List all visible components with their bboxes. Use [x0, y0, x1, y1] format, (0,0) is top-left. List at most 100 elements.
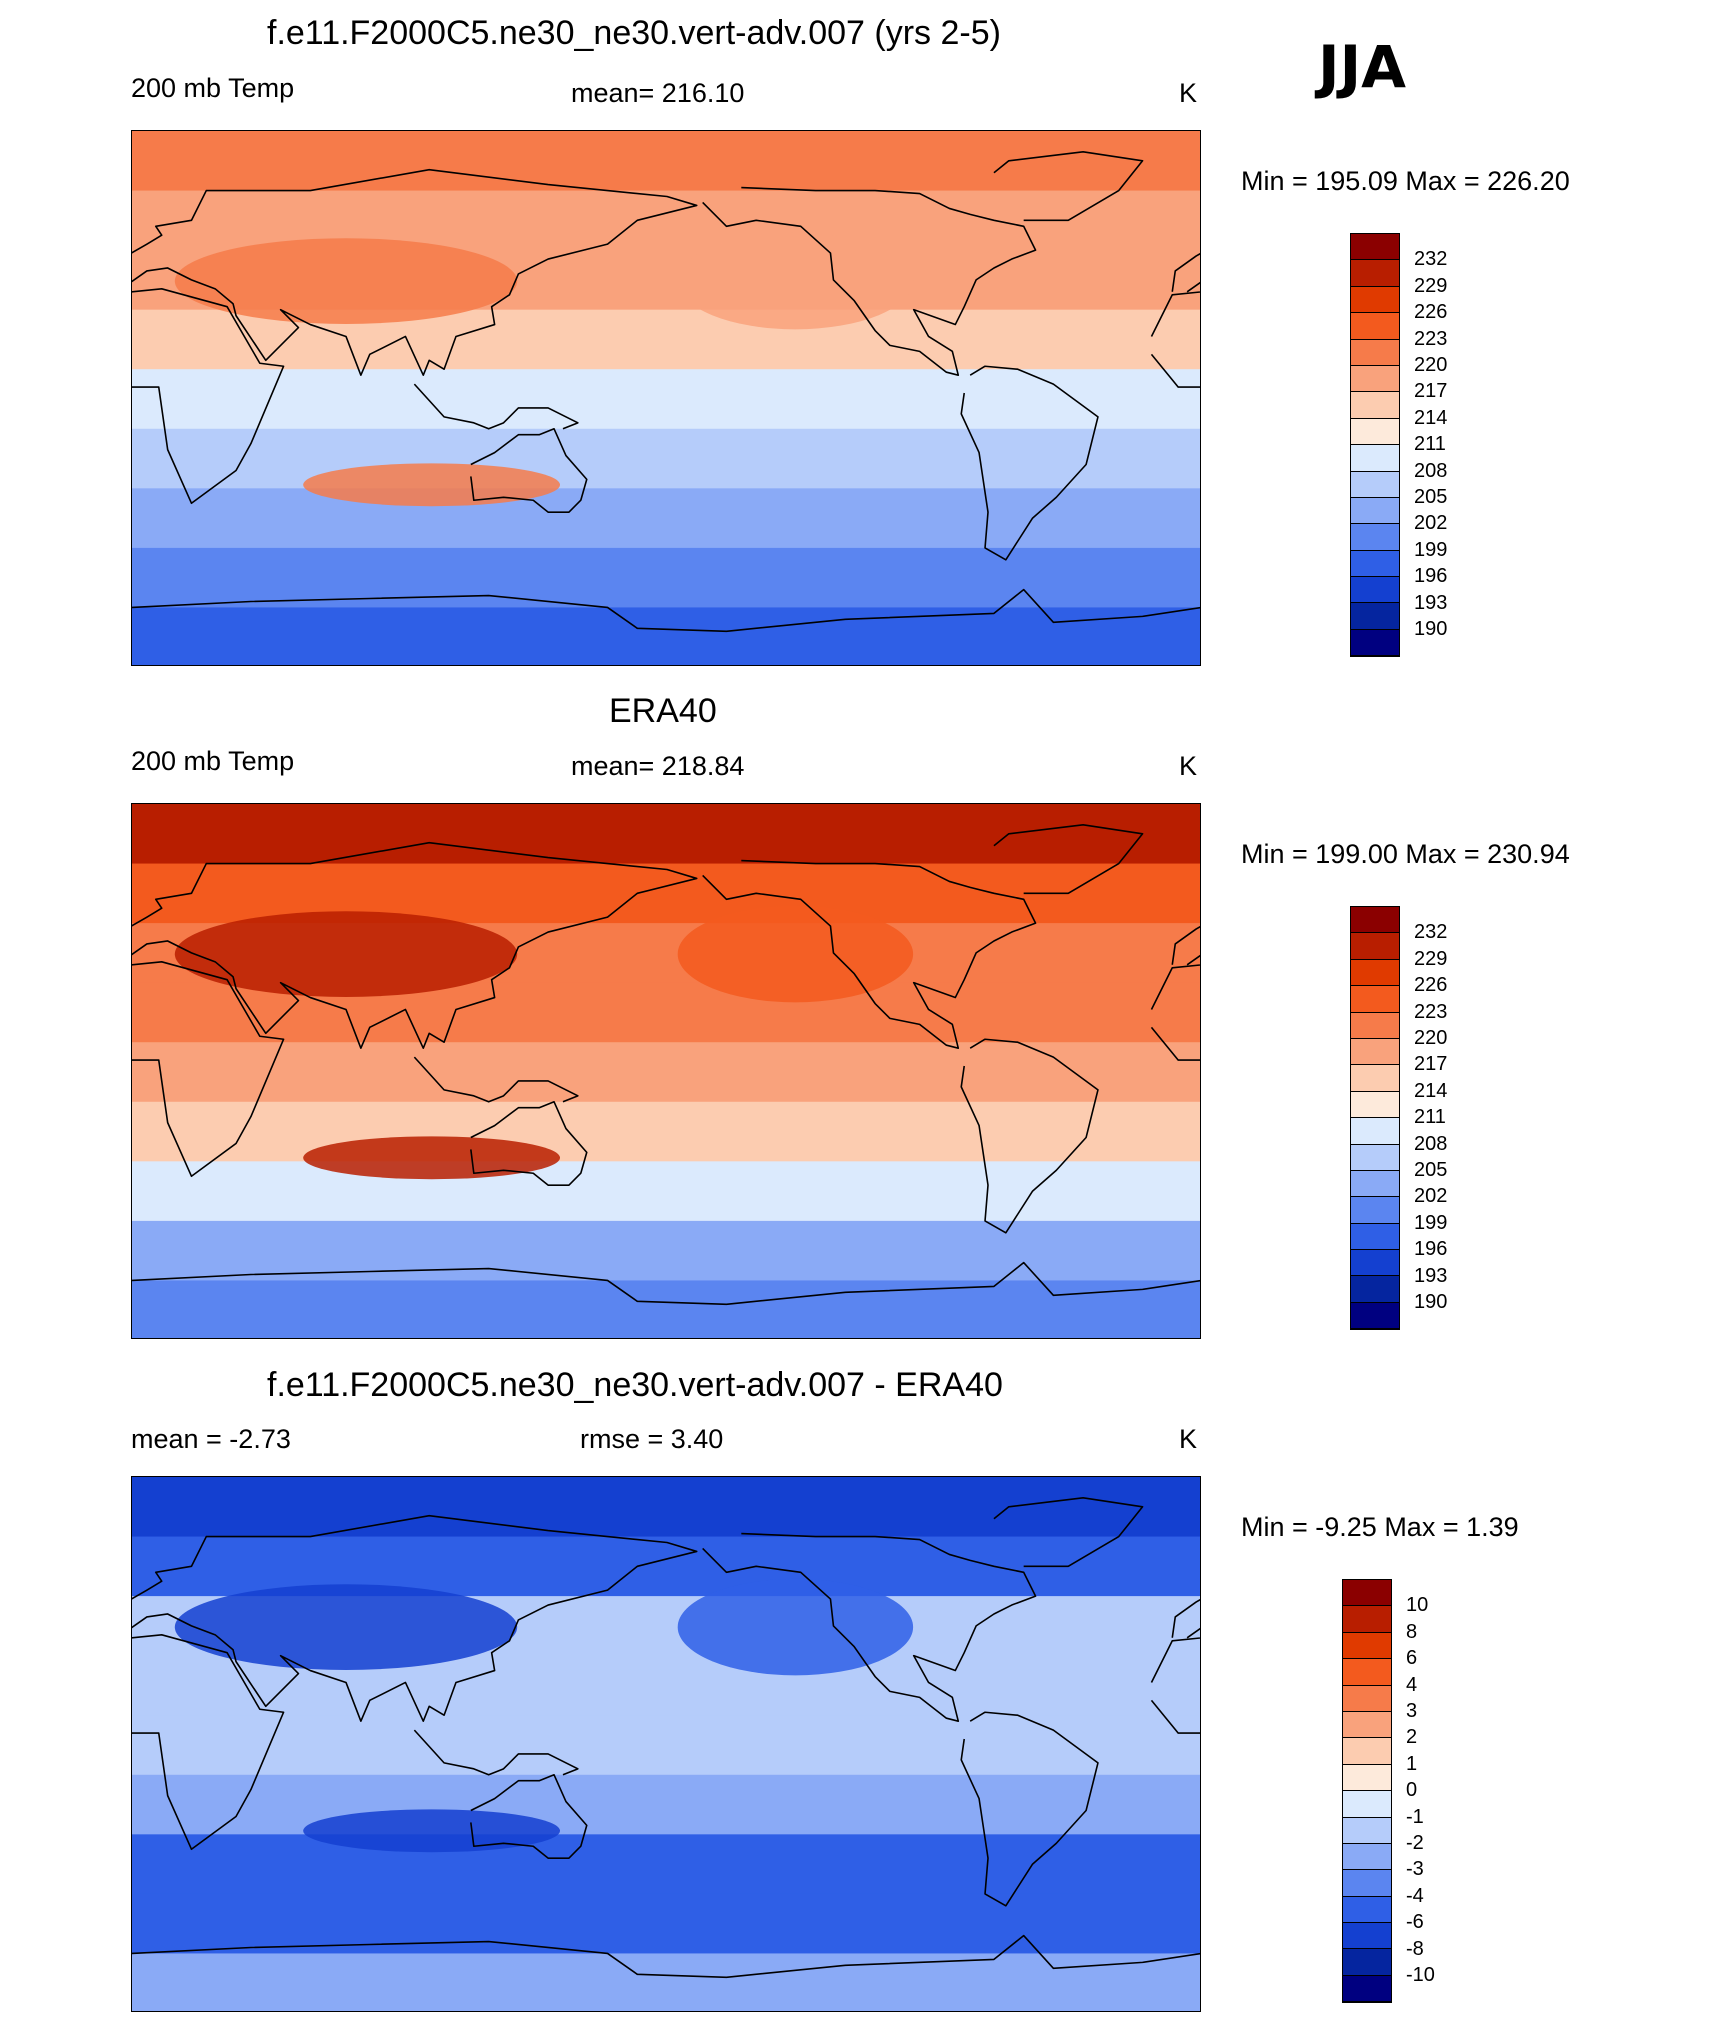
colorbar-swatch — [1351, 260, 1399, 287]
coastline-namerica — [702, 186, 1037, 376]
coastline-antarctica — [132, 588, 1200, 633]
coastline-seasia — [413, 1729, 579, 1776]
field-anomaly — [303, 463, 560, 507]
colorbar-swatch — [1351, 1144, 1399, 1171]
colorbar-boxes — [1350, 233, 1400, 658]
colorbar-tick-label: 205 — [1414, 486, 1448, 508]
colorbar-tick-label: 3 — [1406, 1700, 1418, 1722]
coastline-seasia — [413, 383, 579, 430]
colorbar-tick-label: 196 — [1414, 1238, 1448, 1261]
colorbar-tick-label: 214 — [1414, 406, 1448, 429]
colorbar-tick-label: 205 — [1414, 1159, 1448, 1181]
colorbar-tick-label: 211 — [1414, 1106, 1446, 1129]
colorbar-tick-label: 232 — [1414, 921, 1448, 944]
panel-2-map — [131, 803, 1201, 1339]
panel-1-field — [132, 131, 1200, 665]
panel-2-minmax: Min = 199.00 Max = 230.94 — [1241, 839, 1570, 869]
coastline-namerica — [702, 859, 1037, 1049]
field-band — [132, 1280, 1200, 1338]
colorbar-swatch — [1343, 1738, 1391, 1765]
colorbar-boxes — [1350, 906, 1400, 1331]
colorbar-swatch — [1351, 933, 1399, 960]
colorbar-swatch — [1343, 1896, 1391, 1924]
colorbar-tick-label: 208 — [1414, 459, 1448, 482]
colorbar-swatch — [1343, 1949, 1391, 1976]
panel-1-units: K — [1179, 78, 1198, 108]
panel-2-title: ERA40 — [609, 692, 717, 730]
colorbar-swatch — [1351, 445, 1399, 472]
colorbar-tick-label: 4 — [1406, 1673, 1418, 1696]
colorbar-tick-label: 190 — [1414, 1291, 1448, 1313]
field-band — [132, 1042, 1200, 1103]
colorbar-boxes — [1342, 1579, 1392, 2004]
colorbar-swatch — [1343, 1975, 1391, 2003]
panel-1-left-label: 200 mb Temp — [131, 73, 295, 103]
coastline-antarctica — [132, 1934, 1200, 1979]
colorbar-swatch — [1343, 1791, 1391, 1818]
colorbar-tick-label: 232 — [1414, 248, 1448, 271]
panel-3-left-label: mean = -2.73 — [131, 1424, 291, 1454]
colorbar-swatch — [1343, 1923, 1391, 1950]
colorbar-swatch — [1351, 1276, 1399, 1303]
colorbar-swatch — [1351, 234, 1399, 261]
colorbar-swatch — [1343, 1606, 1391, 1633]
colorbar-swatch — [1343, 1843, 1391, 1871]
colorbar-tick-label: 10 — [1406, 1594, 1429, 1617]
colorbar-swatch — [1351, 365, 1399, 393]
field-anomaly — [174, 1584, 518, 1670]
field-band — [132, 1101, 1200, 1163]
colorbar-swatch — [1343, 1817, 1391, 1844]
coastline-seasia — [413, 1056, 579, 1103]
panel-3-center-label: rmse = 3.40 — [580, 1424, 724, 1454]
colorbar-tick-label: -4 — [1406, 1884, 1424, 1907]
coastline-greenland — [993, 151, 1144, 222]
coastline-greenland — [993, 824, 1144, 895]
coastline-australia — [470, 1773, 588, 1859]
coastline-antarctica — [132, 1261, 1200, 1306]
coastline-africa — [132, 961, 285, 1178]
colorbar-swatch — [1343, 1659, 1391, 1686]
colorbar-swatch — [1343, 1632, 1391, 1660]
colorbar-tick-label: -1 — [1406, 1805, 1424, 1828]
colorbar-tick-label: 0 — [1406, 1779, 1418, 1802]
colorbar-tick-label: 202 — [1414, 512, 1448, 535]
colorbar-tick-label: 6 — [1406, 1647, 1418, 1670]
panel-1-colorbar: 232 229 226 223 220 217 214 211 208 205 202 199 196 1… — [1350, 233, 1530, 658]
field-anomaly — [677, 905, 914, 1003]
field-band — [132, 1953, 1200, 2011]
colorbar-tick-label: 199 — [1414, 1211, 1448, 1234]
season-label: JJA — [1318, 33, 1407, 101]
colorbar-swatch — [1343, 1685, 1391, 1712]
colorbar-swatch — [1351, 1197, 1399, 1224]
panel-2-center-label: mean= 218.84 — [571, 751, 745, 781]
coastline-namerica — [702, 1532, 1037, 1722]
colorbar-tick-label: 214 — [1414, 1079, 1448, 1102]
colorbar-swatch — [1351, 1091, 1399, 1119]
colorbar-tick-label: -6 — [1406, 1911, 1424, 1934]
field-band — [132, 488, 1200, 549]
field-band — [132, 1893, 1200, 1955]
colorbar-swatch — [1343, 1711, 1391, 1739]
field-anomaly — [174, 238, 518, 324]
panel-3-title: f.e11.F2000C5.ne30_ne30.vert-adv.007 - E… — [267, 1366, 1003, 1404]
field-band — [132, 1477, 1200, 1538]
field-anomaly — [677, 232, 914, 330]
field-band — [132, 547, 1200, 609]
colorbar-swatch — [1343, 1764, 1391, 1792]
coastline-samerica — [960, 365, 1099, 561]
colorbar-swatch — [1351, 286, 1399, 314]
colorbar-swatch — [1351, 1170, 1399, 1198]
colorbar-swatch — [1351, 1223, 1399, 1251]
field-anomaly — [677, 1578, 914, 1676]
coastline-africa — [132, 1634, 285, 1851]
colorbar-tick-label: 199 — [1414, 538, 1448, 561]
colorbar-swatch — [1351, 1065, 1399, 1092]
colorbar-swatch — [1351, 1038, 1399, 1066]
coastline-australia — [470, 427, 588, 513]
field-band — [132, 428, 1200, 490]
panel-2-colorbar: 232 229 226 223 220 217 214 211 208 205 202 199 196 1… — [1350, 906, 1530, 1331]
colorbar-tick-label: 223 — [1414, 1000, 1448, 1023]
colorbar-swatch — [1343, 1870, 1391, 1897]
colorbar-swatch — [1351, 524, 1399, 551]
panel-3-field — [132, 1477, 1200, 2011]
